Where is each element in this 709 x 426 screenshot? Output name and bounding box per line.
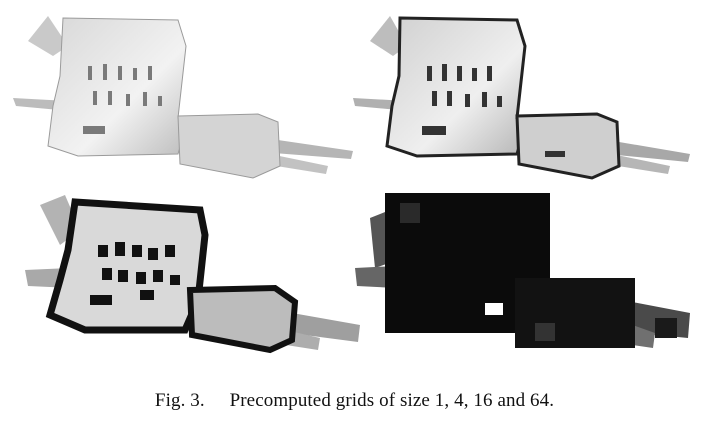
grid-map-size-16 — [20, 190, 370, 360]
grid-map-size-4 — [345, 6, 700, 186]
caption-label: Fig. 3. — [154, 390, 205, 411]
caption-text: Precomputed grids of size 1, 4, 16 and 6… — [229, 390, 555, 411]
grid-map-size-1 — [8, 6, 358, 186]
grid-map-size-64 — [355, 188, 700, 363]
figure-caption: Fig. 3. Precomputed grids of size 1, 4, … — [0, 390, 709, 412]
